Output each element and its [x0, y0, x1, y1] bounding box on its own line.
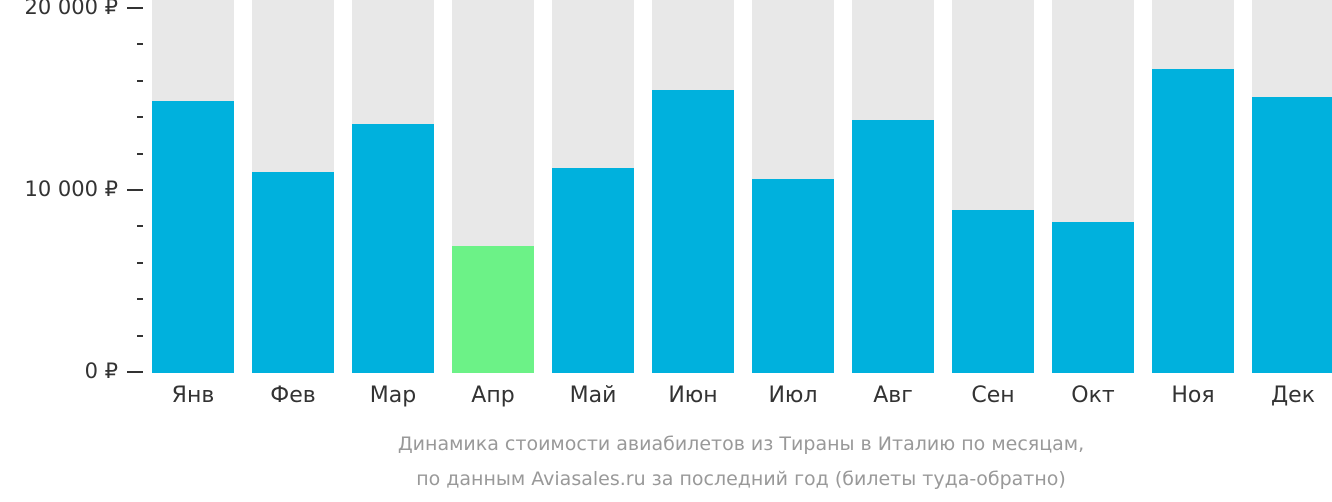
- bar-track: [752, 0, 834, 373]
- bar-track: [852, 0, 934, 373]
- bar-track: [552, 0, 634, 373]
- x-tick-label: Мар: [369, 383, 417, 408]
- y-tick-label: 20 000 ₽: [24, 0, 118, 19]
- bar-track: [1252, 0, 1332, 373]
- bar-0[interactable]: [152, 101, 234, 373]
- bar-track: [352, 0, 434, 373]
- bar-track: [252, 0, 334, 373]
- y-major-tick: [127, 189, 143, 191]
- x-tick-label: Июл: [768, 383, 818, 408]
- x-tick-label: Апр: [471, 383, 515, 408]
- x-tick-label: Фев: [270, 383, 316, 408]
- bar-track: [152, 0, 234, 373]
- y-tick-label: 10 000 ₽: [24, 177, 118, 201]
- y-minor-tick: [137, 225, 143, 227]
- bar-5[interactable]: [652, 90, 734, 373]
- x-tick-label: Сен: [971, 383, 1015, 408]
- chart-caption-line-2: по данным Aviasales.ru за последний год …: [416, 468, 1066, 490]
- y-minor-tick: [137, 153, 143, 155]
- y-tick-label: 0 ₽: [84, 359, 118, 383]
- y-minor-tick: [137, 262, 143, 264]
- bar-9[interactable]: [1052, 222, 1134, 373]
- y-minor-tick: [137, 80, 143, 82]
- bar-8[interactable]: [952, 210, 1034, 373]
- chart-caption-line-1: Динамика стоимости авиабилетов из Тираны…: [397, 433, 1085, 455]
- bar-2[interactable]: [352, 124, 434, 373]
- x-tick-label: Янв: [171, 383, 215, 408]
- bar-1[interactable]: [252, 172, 334, 373]
- bar-6[interactable]: [752, 179, 834, 373]
- y-minor-tick: [137, 298, 143, 300]
- x-tick-label: Авг: [873, 383, 913, 408]
- bar-10[interactable]: [1152, 69, 1234, 373]
- x-tick-label: Июн: [668, 383, 718, 408]
- y-minor-tick: [137, 116, 143, 118]
- x-tick-label: Дек: [1270, 383, 1315, 408]
- y-minor-tick: [137, 335, 143, 337]
- bar-4[interactable]: [552, 168, 634, 373]
- bar-track: [1052, 0, 1134, 373]
- y-minor-tick: [137, 43, 143, 45]
- bar-11[interactable]: [1252, 97, 1332, 373]
- bar-track: [652, 0, 734, 373]
- bar-track: [1152, 0, 1234, 373]
- x-tick-label: Ноя: [1171, 383, 1215, 408]
- x-tick-label: Окт: [1071, 383, 1115, 408]
- bar-track: [952, 0, 1034, 373]
- bar-3[interactable]: [452, 246, 534, 373]
- y-major-tick: [127, 371, 143, 373]
- y-major-tick: [127, 7, 143, 9]
- bar-track: [452, 0, 534, 373]
- bar-7[interactable]: [852, 120, 934, 373]
- x-tick-label: Май: [569, 383, 617, 408]
